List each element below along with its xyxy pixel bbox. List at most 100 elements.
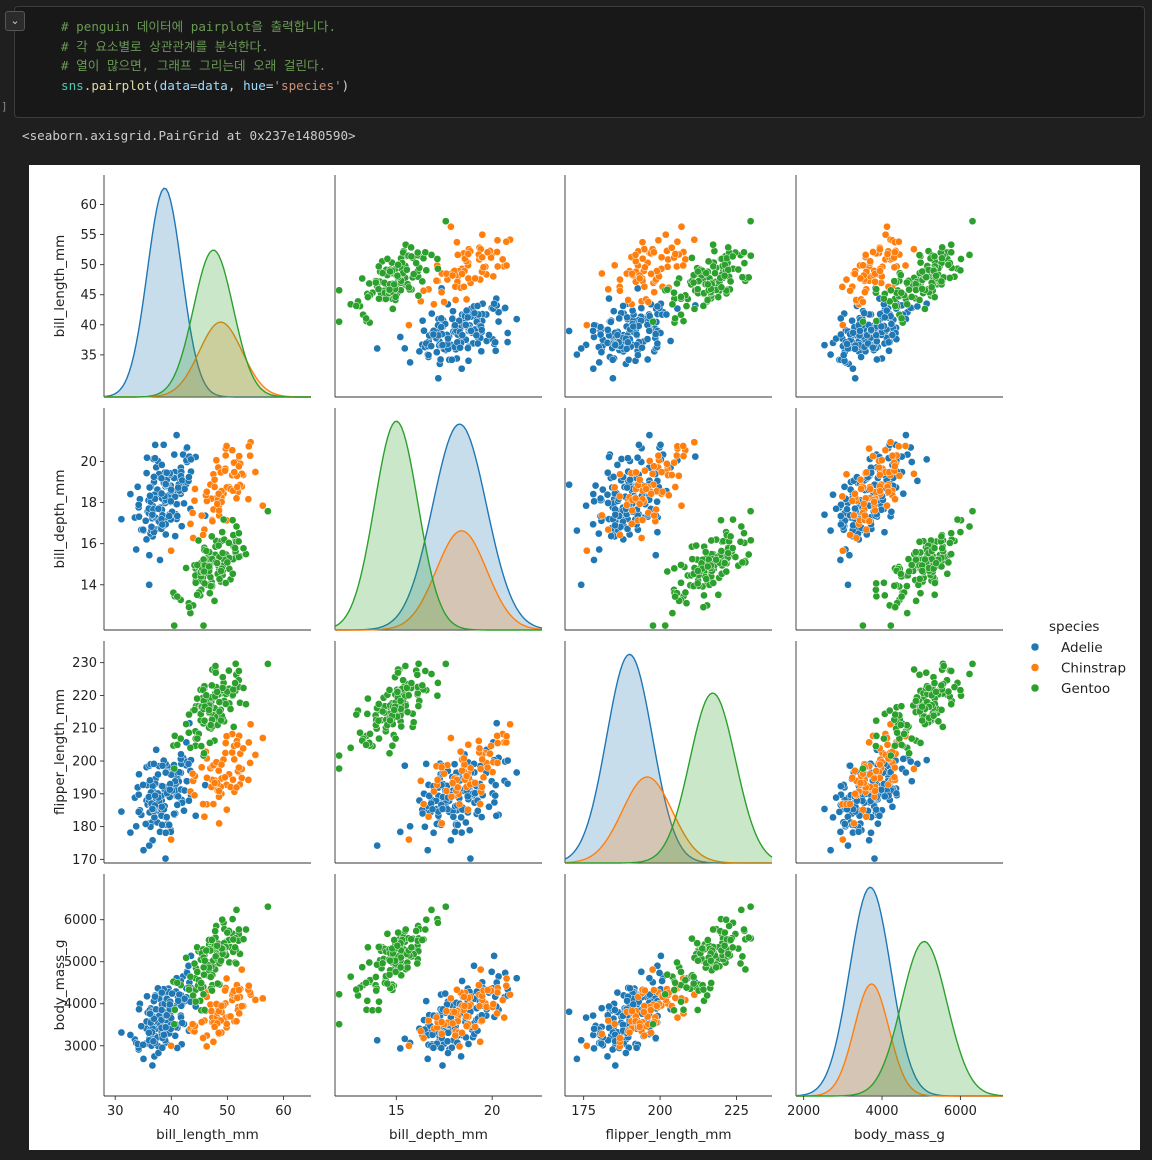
scatter-point-chinstrap — [235, 462, 243, 471]
scatter-point-chinstrap — [483, 763, 492, 772]
scatter-point-adelie — [139, 781, 147, 789]
scatter-point-adelie — [456, 343, 464, 352]
scatter-point-adelie — [653, 302, 662, 311]
scatter-point-chinstrap — [673, 237, 682, 246]
kde-fill-chinstrap — [565, 777, 772, 863]
scatter-point-chinstrap — [851, 270, 859, 278]
scatter-point-chinstrap — [188, 509, 197, 517]
scatter-point-gentoo — [704, 257, 713, 266]
scatter-point-gentoo — [709, 262, 718, 271]
kde-line-gentoo — [334, 420, 542, 631]
scatter-point-gentoo — [193, 590, 201, 599]
scatter-point-chinstrap — [671, 250, 680, 258]
scatter-point-chinstrap — [460, 993, 468, 1001]
scatter-point-gentoo — [897, 314, 906, 323]
scatter-point-gentoo — [699, 985, 708, 994]
scatter-point-gentoo — [728, 252, 737, 261]
scatter-point-gentoo — [211, 668, 220, 677]
scatter-point-gentoo — [663, 567, 672, 576]
scatter-point-chinstrap — [506, 990, 514, 999]
scatter-point-chinstrap — [478, 230, 487, 239]
scatter-point-chinstrap — [876, 267, 884, 275]
scatter-point-chinstrap — [475, 744, 484, 753]
scatter-point-gentoo — [872, 585, 880, 594]
scatter-point-adelie — [590, 1044, 598, 1053]
kde-line-chinstrap — [335, 530, 543, 631]
scatter-point-gentoo — [903, 582, 911, 590]
scatter-point-chinstrap — [476, 1037, 485, 1046]
scatter-point-adelie — [151, 454, 159, 463]
collapse-cell-button[interactable]: ⌄ — [5, 11, 25, 31]
scatter-point-chinstrap — [838, 321, 847, 329]
scatter-point-adelie — [653, 339, 662, 348]
scatter-point-adelie — [173, 512, 182, 520]
scatter-point-chinstrap — [405, 1041, 413, 1050]
scatter-point-gentoo — [915, 670, 924, 679]
scatter-point-chinstrap — [221, 451, 230, 460]
scatter-point-adelie — [836, 556, 845, 564]
scatter-point-adelie — [512, 315, 521, 323]
scatter-point-chinstrap — [671, 994, 680, 1002]
scatter-point-chinstrap — [405, 835, 413, 844]
scatter-point-chinstrap — [884, 487, 893, 496]
scatter-point-chinstrap — [876, 760, 884, 769]
y-tick-label: 20 — [80, 455, 97, 470]
scatter-point-gentoo — [740, 529, 748, 538]
scatter-point-chinstrap — [251, 468, 260, 476]
scatter-point-gentoo — [701, 548, 710, 556]
scatter-point-chinstrap — [654, 236, 663, 245]
scatter-point-adelie — [436, 355, 445, 364]
scatter-point-chinstrap — [222, 442, 231, 450]
scatter-point-adelie — [613, 331, 622, 339]
scatter-point-gentoo — [193, 561, 202, 569]
code-editor[interactable]: # penguin 데이터에 pairplot을 출력합니다. # 각 요소별로… — [61, 17, 349, 95]
scatter-point-adelie — [899, 755, 908, 763]
scatter-point-gentoo — [390, 706, 399, 714]
y-tick-label: 5000 — [64, 955, 97, 970]
scatter-point-gentoo — [693, 285, 702, 294]
scatter-point-gentoo — [702, 269, 711, 277]
scatter-point-chinstrap — [890, 462, 899, 471]
scatter-point-gentoo — [746, 251, 755, 260]
scatter-point-chinstrap — [419, 1034, 428, 1042]
scatter-point-chinstrap — [628, 1007, 636, 1015]
scatter-point-adelie — [437, 1044, 446, 1052]
scatter-point-gentoo — [335, 1020, 343, 1029]
scatter-point-gentoo — [235, 667, 243, 675]
scatter-point-gentoo — [193, 694, 201, 703]
scatter-point-chinstrap — [663, 459, 671, 468]
scatter-point-gentoo — [698, 944, 707, 953]
code-cell[interactable]: ⌄ # penguin 데이터에 pairplot을 출력합니다. # 각 요소… — [5, 6, 1145, 118]
scatter-point-chinstrap — [865, 444, 873, 453]
scatter-point-gentoo — [731, 553, 740, 561]
scatter-point-chinstrap — [202, 1042, 211, 1051]
scatter-point-gentoo — [703, 296, 712, 304]
scatter-point-gentoo — [215, 698, 224, 706]
scatter-point-gentoo — [385, 749, 394, 758]
scatter-point-chinstrap — [851, 766, 859, 775]
scatter-point-gentoo — [228, 569, 237, 578]
scatter-point-gentoo — [396, 697, 405, 705]
scatter-point-gentoo — [427, 906, 436, 914]
scatter-point-gentoo — [211, 662, 220, 670]
scatter-point-adelie — [444, 1028, 453, 1037]
scatter-point-adelie — [165, 1000, 174, 1009]
scatter-point-chinstrap — [214, 766, 223, 775]
scatter-point-gentoo — [217, 567, 225, 575]
scatter-point-gentoo — [904, 555, 913, 563]
scatter-point-chinstrap — [883, 222, 891, 231]
scatter-point-chinstrap — [679, 442, 688, 450]
x-tick-label: 175 — [571, 1104, 596, 1119]
scatter-point-gentoo — [170, 1005, 179, 1014]
subplot-flipper_length_mm-vs-bill_length_mm: 170 180 190 200 210 220 230 — [72, 641, 311, 868]
scatter-point-chinstrap — [235, 763, 243, 772]
scatter-point-adelie — [151, 791, 159, 800]
scatter-point-chinstrap — [489, 1000, 498, 1008]
scatter-point-adelie — [477, 325, 486, 334]
scatter-point-gentoo — [736, 959, 745, 968]
scatter-point-gentoo — [736, 537, 745, 546]
scatter-point-gentoo — [239, 935, 248, 944]
scatter-point-chinstrap — [657, 253, 666, 262]
scatter-point-chinstrap — [237, 774, 246, 782]
scatter-point-gentoo — [689, 973, 698, 981]
